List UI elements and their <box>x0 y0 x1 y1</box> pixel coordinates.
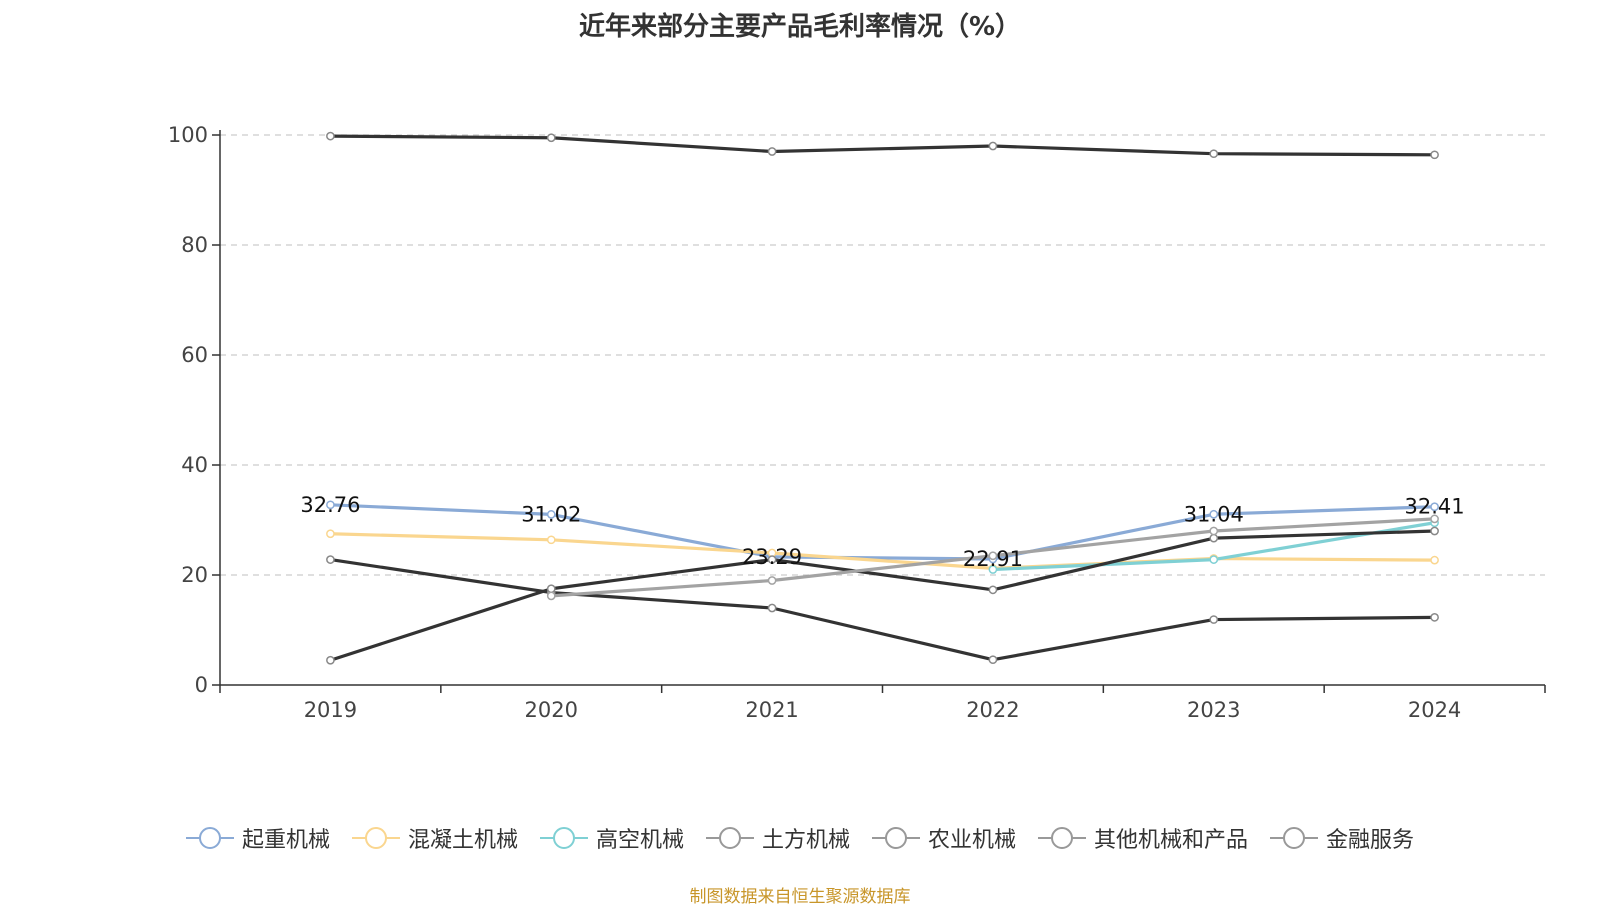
y-tick-label: 20 <box>181 563 208 587</box>
legend-marker <box>1038 826 1087 850</box>
data-point <box>988 565 998 574</box>
legend-item[interactable]: 金融服务 <box>1270 822 1414 854</box>
data-point <box>546 591 556 601</box>
legend-label: 农业机械 <box>928 828 1017 853</box>
x-tick-label: 2020 <box>525 698 578 722</box>
legend-item[interactable]: 高空机械 <box>539 822 684 854</box>
data-point <box>988 655 998 665</box>
data-point <box>1430 555 1439 565</box>
legend-item[interactable]: 混凝土机械 <box>351 822 518 854</box>
data-point <box>326 500 335 510</box>
data-point <box>1430 150 1439 160</box>
legend-marker <box>1270 826 1319 850</box>
data-point <box>326 555 335 564</box>
series-lines <box>329 134 1435 662</box>
legend-label: 起重机械 <box>241 828 330 853</box>
data-point <box>326 131 335 141</box>
data-point <box>546 133 556 143</box>
data-labels: 32.76 31.02 23.29 22.91 31.04 32.41 <box>300 493 1464 571</box>
legend-label: 金融服务 <box>1326 828 1415 853</box>
legend: 起重机械 混凝土机械 高空机械 土方机械 农业机械 其他机械和产品 金融服务 <box>0 822 1600 854</box>
legend-label: 土方机械 <box>761 828 850 853</box>
legend-label: 混凝土机械 <box>407 828 518 853</box>
data-point <box>546 510 556 519</box>
x-tick-label: 2019 <box>304 698 357 722</box>
x-tick-label: 2021 <box>745 698 798 722</box>
data-label: 31.04 <box>1184 502 1244 526</box>
legend-item[interactable]: 农业机械 <box>872 822 1016 854</box>
series-line <box>329 529 1435 662</box>
data-point <box>767 603 777 613</box>
source-note: 制图数据来自恒生聚源数据库 <box>689 887 911 907</box>
data-label: 31.02 <box>521 502 581 526</box>
data-point <box>1430 526 1439 536</box>
data-point <box>1209 509 1219 519</box>
data-label: 32.76 <box>300 493 360 517</box>
x-tick-label: 2022 <box>966 698 1019 722</box>
data-point <box>1430 502 1439 512</box>
data-point <box>326 529 335 539</box>
legend-marker <box>705 826 754 850</box>
data-point <box>988 585 998 595</box>
x-tick-label: 2024 <box>1408 698 1461 722</box>
chart-title: 近年来部分主要产品毛利率情况（%） <box>578 12 1022 42</box>
series-line <box>330 134 1435 157</box>
series-line <box>330 558 1435 662</box>
series-line <box>330 503 1435 561</box>
data-point <box>1209 615 1219 624</box>
y-tick-label: 100 <box>168 123 208 147</box>
data-label: 22.91 <box>963 547 1023 571</box>
data-point <box>546 535 556 545</box>
data-point <box>1430 514 1439 524</box>
legend-marker <box>351 826 400 850</box>
y-tick-label: 60 <box>181 343 208 367</box>
data-point <box>1209 149 1219 159</box>
legend-label: 其他机械和产品 <box>1094 828 1249 853</box>
legend-label: 高空机械 <box>595 828 684 853</box>
legend-item[interactable]: 起重机械 <box>185 822 330 854</box>
data-point <box>767 147 777 156</box>
line-chart-plot: 0 20 40 60 80 100 2019 2020 2021 2022 2023 2024 32.… <box>168 123 1546 722</box>
data-point <box>546 584 556 594</box>
data-point <box>767 555 777 564</box>
legend-item[interactable]: 其他机械和产品 <box>1038 822 1248 854</box>
axes: 0 20 40 60 80 100 2019 2020 2021 2022 2023 2024 <box>168 123 1546 722</box>
data-label: 23.29 <box>742 545 802 569</box>
data-point <box>1430 613 1439 622</box>
data-point <box>767 576 777 585</box>
y-tick-label: 0 <box>195 673 208 697</box>
data-point <box>1209 526 1219 536</box>
series-line <box>330 532 1435 571</box>
data-point <box>326 655 335 665</box>
legend-marker <box>185 826 234 850</box>
data-point <box>988 141 998 151</box>
series-points <box>326 131 1439 665</box>
data-point <box>1209 555 1219 564</box>
x-tick-label: 2023 <box>1187 698 1240 722</box>
legend-marker <box>872 826 920 850</box>
y-tick-label: 80 <box>181 233 208 257</box>
legend-marker <box>539 826 588 850</box>
data-label: 32.41 <box>1405 495 1465 519</box>
data-point <box>988 551 998 561</box>
legend-item[interactable]: 土方机械 <box>705 822 850 854</box>
data-point <box>1209 533 1219 543</box>
y-tick-label: 40 <box>181 453 208 477</box>
